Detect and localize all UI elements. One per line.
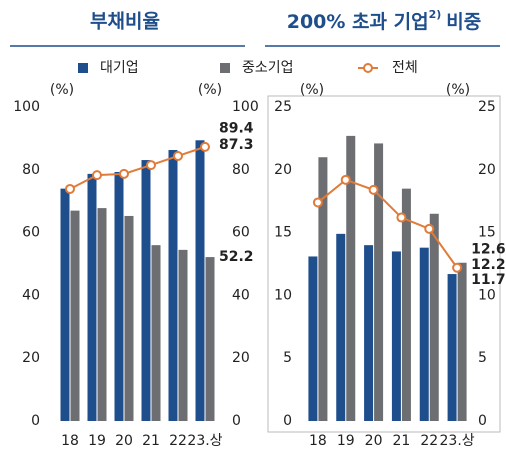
x-tick-label: 23.상 — [440, 433, 475, 449]
y-axis-unit: (%) — [50, 82, 74, 98]
bar — [401, 188, 411, 421]
y-tick-label: 40 — [22, 287, 40, 303]
y-tick-label: 25 — [274, 99, 292, 115]
legend-label: 대기업 — [100, 60, 139, 76]
y-tick-label: 100 — [13, 99, 40, 115]
y2-tick-label: 60 — [232, 225, 250, 241]
legend-swatch — [78, 63, 88, 73]
x-tick-label: 20 — [365, 433, 383, 449]
y2-tick-label: 0 — [232, 413, 241, 429]
y-axis-unit: (%) — [300, 82, 324, 98]
title-superscript: 2) — [429, 8, 442, 21]
bar — [336, 233, 346, 421]
plot-frame — [267, 95, 501, 433]
y2-axis-unit: (%) — [198, 82, 222, 98]
bar — [308, 256, 318, 421]
chart-title: 200% 초과 기업2) 비중 — [287, 8, 482, 33]
y-tick-label: 15 — [274, 225, 292, 241]
y2-tick-label: 40 — [232, 287, 250, 303]
data-label: 89.4 — [219, 120, 254, 136]
bar — [318, 157, 328, 422]
title-text: 200% 초과 기업 — [287, 11, 429, 33]
x-tick-label: 19 — [337, 433, 355, 449]
line — [317, 178, 458, 269]
x-tick-label: 22 — [420, 433, 438, 449]
legend-label: 중소기업 — [242, 60, 294, 76]
y-tick-label: 10 — [274, 287, 292, 303]
x-tick-label: 22 — [169, 433, 187, 449]
y2-tick-label: 10 — [478, 287, 496, 303]
bar — [60, 188, 70, 421]
bar — [97, 208, 107, 421]
bar — [374, 143, 384, 421]
bar — [457, 262, 467, 421]
x-tick-label: 21 — [142, 433, 160, 449]
y2-tick-label: 15 — [478, 225, 496, 241]
bar — [87, 173, 97, 421]
bar — [364, 245, 374, 421]
x-tick-label: 21 — [393, 433, 411, 449]
legend-marker — [363, 63, 373, 73]
bar — [391, 251, 401, 421]
data-label: 12.2 — [471, 257, 506, 273]
legend-label: 전체 — [392, 60, 418, 76]
x-tick-label: 18 — [61, 433, 79, 449]
y-tick-label: 80 — [22, 162, 40, 178]
title-end: 비중 — [446, 11, 481, 33]
bar — [168, 150, 178, 421]
y-tick-label: 60 — [22, 225, 40, 241]
legend-swatch — [220, 63, 230, 73]
line-marker — [452, 262, 463, 273]
bar — [419, 247, 429, 421]
bar — [447, 274, 457, 421]
y2-tick-label: 80 — [232, 162, 250, 178]
line-marker — [340, 174, 351, 185]
y2-axis-unit: (%) — [446, 82, 470, 98]
bar — [195, 140, 205, 421]
y-tick-label: 0 — [31, 413, 40, 429]
x-tick-label: 19 — [88, 433, 106, 449]
y-tick-label: 20 — [22, 350, 40, 366]
y2-tick-label: 0 — [478, 413, 487, 429]
line-marker — [65, 183, 75, 194]
bar — [151, 245, 161, 421]
x-tick-label: 18 — [309, 433, 327, 449]
x-tick-label: 23.상 — [187, 433, 222, 449]
bar — [70, 210, 80, 421]
y2-tick-label: 5 — [478, 350, 487, 366]
bar — [429, 213, 439, 421]
y2-tick-label: 20 — [478, 162, 496, 178]
line-marker — [424, 223, 435, 234]
bar — [205, 257, 215, 421]
bar — [346, 135, 356, 421]
y-tick-label: 5 — [283, 350, 292, 366]
y-tick-label: 0 — [283, 413, 292, 429]
y2-tick-label: 100 — [232, 99, 259, 115]
x-tick-label: 20 — [115, 433, 133, 449]
y2-tick-label: 20 — [232, 350, 250, 366]
line-marker — [119, 168, 129, 179]
y2-tick-label: 25 — [478, 99, 496, 115]
line-marker — [146, 160, 156, 171]
data-label: 12.6 — [471, 242, 506, 258]
data-label: 11.7 — [471, 272, 506, 288]
bar — [178, 249, 188, 421]
line-marker — [173, 150, 183, 161]
line-marker — [312, 197, 323, 208]
data-label: 52.2 — [219, 249, 254, 265]
bar — [114, 171, 124, 421]
line-marker — [396, 212, 407, 223]
line-marker — [92, 170, 102, 181]
bar — [124, 215, 134, 421]
line-marker — [200, 141, 210, 152]
chart-title: 부채비율 — [90, 11, 160, 33]
data-label: 87.3 — [219, 137, 254, 153]
line-marker — [368, 184, 379, 195]
y-tick-label: 20 — [274, 162, 292, 178]
bar — [141, 160, 151, 422]
